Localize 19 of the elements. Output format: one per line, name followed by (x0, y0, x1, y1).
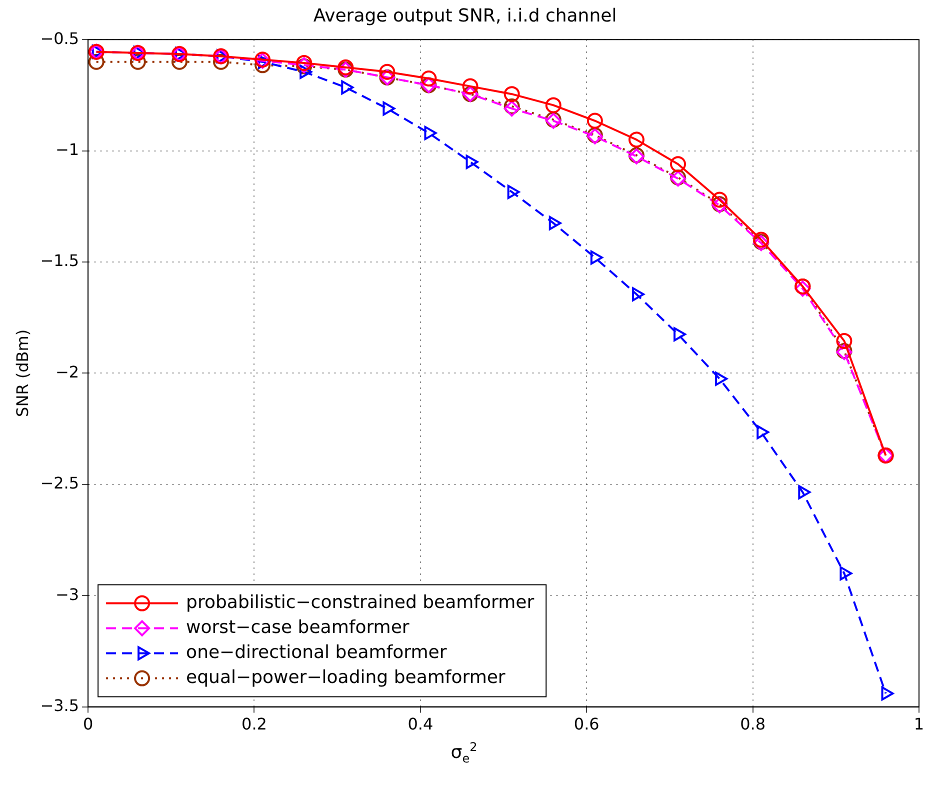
x-tick-label: 0.4 (408, 714, 434, 734)
legend-label: worst−case beamformer (186, 616, 410, 638)
chart-title: Average output SNR, i.i.d channel (313, 5, 617, 26)
legend-label: one−directional beamformer (186, 642, 448, 663)
y-tick-label: −1 (55, 140, 80, 159)
y-tick-label: −1.5 (40, 251, 80, 270)
y-tick-label: −2 (55, 362, 80, 382)
x-tick-label: 0 (82, 714, 94, 734)
y-tick-label: −3 (55, 584, 80, 604)
y-axis-title: SNR (dBm) (12, 329, 32, 417)
y-tick-label: −3.5 (40, 696, 80, 715)
y-tick-label: −2.5 (40, 474, 80, 493)
y-tick-label: −0.5 (40, 28, 80, 48)
x-tick-label: 1 (914, 714, 924, 734)
legend-label: probabilistic−constrained beamformer (186, 592, 535, 613)
x-tick-label: 0.2 (242, 714, 267, 734)
x-tick-label: 0.8 (740, 714, 766, 734)
legend-label: equal−power−loading beamformer (186, 666, 506, 688)
x-tick-label: 0.6 (574, 714, 600, 734)
